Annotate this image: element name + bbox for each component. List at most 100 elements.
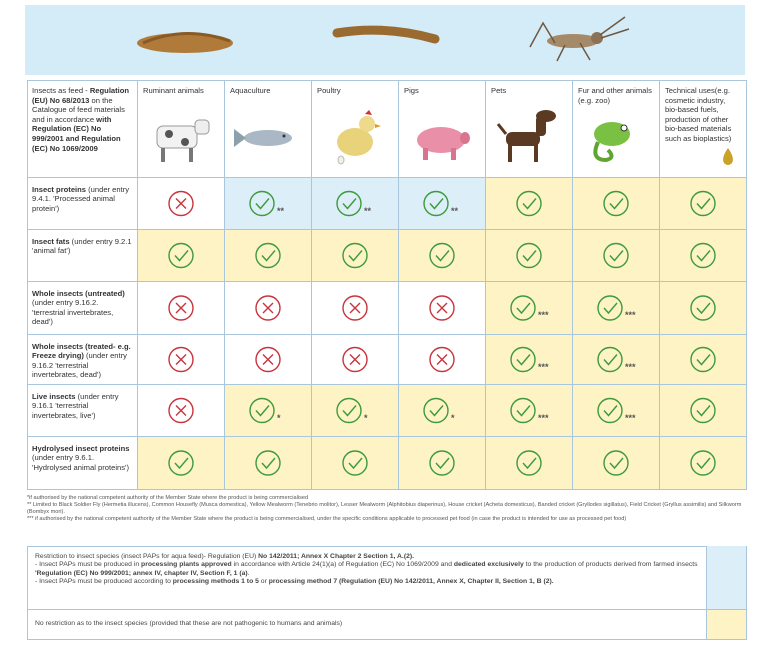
note-mark: *** bbox=[538, 310, 549, 320]
text: (under entry 9.16.2. 'terrestrial invert… bbox=[32, 298, 114, 327]
text: - Insect PAPs must be produced in bbox=[35, 561, 142, 569]
matrix-cell bbox=[138, 385, 225, 437]
matrix-cell: *** bbox=[486, 385, 573, 437]
column-header: Ruminant animals bbox=[138, 80, 225, 178]
check-icon bbox=[690, 190, 716, 217]
matrix-cell bbox=[573, 230, 660, 282]
check-icon bbox=[342, 450, 368, 476]
text: or bbox=[258, 578, 269, 586]
bold-text: Insect fats bbox=[32, 237, 70, 246]
check-icon bbox=[690, 242, 716, 269]
row-label: Insect proteins (under entry 9.4.1. 'Pro… bbox=[27, 178, 138, 230]
column-header: Poultry bbox=[312, 80, 399, 178]
row-label: Whole insects (untreated) (under entry 9… bbox=[27, 282, 138, 335]
matrix-cell bbox=[573, 178, 660, 230]
text: (under entry 9.16.1 'terrestrial inverte… bbox=[32, 392, 119, 420]
check-icon bbox=[603, 242, 629, 269]
note-mark: *** bbox=[538, 361, 549, 372]
check-icon bbox=[510, 295, 536, 321]
matrix-cell bbox=[399, 335, 486, 385]
note-mark: *** bbox=[625, 361, 636, 372]
bold-text: processing plants approved bbox=[141, 561, 232, 569]
cross-icon bbox=[342, 295, 368, 321]
text: - Insect PAPs must be produced according… bbox=[35, 578, 173, 586]
matrix-cell bbox=[225, 437, 312, 490]
check-icon bbox=[516, 450, 542, 476]
text: . bbox=[247, 569, 250, 577]
cross-icon bbox=[168, 190, 194, 217]
row-label: Live insects (under entry 9.16.1 'terres… bbox=[27, 385, 138, 437]
check-icon bbox=[423, 397, 449, 424]
note-mark: ** bbox=[451, 205, 459, 216]
footnote: ** Limited to Black Soldier Fly (Hermeti… bbox=[27, 502, 742, 515]
matrix-cell: *** bbox=[486, 335, 573, 385]
matrix-cell bbox=[486, 230, 573, 282]
bold-text: Whole insects (untreated) bbox=[32, 289, 125, 298]
bold-text: Live insects bbox=[32, 392, 76, 401]
legend-text: No restriction as to the insect species … bbox=[27, 610, 707, 640]
note-mark: * bbox=[277, 412, 281, 423]
check-icon bbox=[597, 295, 623, 321]
table-border bbox=[27, 80, 747, 490]
bold-text: processing methods 1 to 5 bbox=[172, 578, 259, 586]
check-icon bbox=[168, 450, 194, 476]
cricket-icon bbox=[529, 16, 630, 62]
check-icon bbox=[168, 242, 194, 269]
cross-icon bbox=[168, 397, 194, 424]
note-mark: *** bbox=[625, 310, 636, 320]
bold-text: Hydrolysed insect proteins bbox=[32, 444, 130, 453]
text: in accordance with Article 24(1)(a) of R… bbox=[231, 561, 454, 569]
matrix-cell bbox=[660, 437, 747, 490]
banner-bg bbox=[25, 5, 745, 75]
bold-text: Whole insects (treated- e.g. Freeze dryi… bbox=[32, 342, 131, 361]
matrix-cell bbox=[660, 178, 747, 230]
note-mark: ** bbox=[364, 205, 372, 216]
bold-text: Insect proteins bbox=[32, 185, 87, 194]
check-icon bbox=[510, 397, 536, 424]
matrix-cell bbox=[660, 385, 747, 437]
cross-icon bbox=[429, 346, 455, 373]
matrix-cell: *** bbox=[573, 282, 660, 335]
text: Insects as feed - bbox=[32, 86, 90, 95]
legend-swatch bbox=[707, 610, 747, 640]
check-icon bbox=[336, 190, 362, 217]
matrix-cell bbox=[312, 335, 399, 385]
matrix-cell bbox=[399, 437, 486, 490]
legend-paragraph: - Insect PAPs must be produced according… bbox=[35, 578, 698, 586]
banner bbox=[25, 5, 745, 75]
matrix-cell bbox=[660, 282, 747, 335]
cross-icon bbox=[255, 346, 281, 373]
matrix-cell bbox=[225, 282, 312, 335]
larva-icon bbox=[137, 32, 233, 53]
cross-icon bbox=[168, 346, 194, 373]
mealworm-icon bbox=[332, 25, 440, 44]
footnote: *if authorised by the national competent… bbox=[27, 495, 309, 501]
legend-border bbox=[27, 546, 747, 640]
check-icon bbox=[429, 242, 455, 269]
header-first-cell: Insects as feed - Regulation (EU) No 68/… bbox=[27, 80, 138, 178]
check-icon bbox=[597, 397, 623, 424]
column-header: Fur and other animals (e.g. zoo) bbox=[573, 80, 660, 178]
matrix-cell: ** bbox=[399, 178, 486, 230]
matrix-cell: * bbox=[312, 385, 399, 437]
row-label: Insect fats (under entry 9.2.1 'animal f… bbox=[27, 230, 138, 282]
footnote: *** if authorised by the national compet… bbox=[27, 516, 627, 522]
check-icon bbox=[597, 346, 623, 373]
bold-text: 'Regulation (EC) No 999/2001; annex IV, … bbox=[35, 569, 248, 577]
matrix-cell: * bbox=[399, 385, 486, 437]
matrix-cell bbox=[312, 437, 399, 490]
legend-paragraph: Restriction to insect species (insect PA… bbox=[35, 553, 698, 561]
legend-text: Restriction to insect species (insect PA… bbox=[27, 546, 707, 610]
column-header: Pigs bbox=[399, 80, 486, 178]
footnotes: *if authorised by the national competent… bbox=[27, 495, 747, 523]
cross-icon bbox=[255, 295, 281, 321]
legend-paragraph: - Insect PAPs must be produced in proces… bbox=[35, 561, 698, 578]
matrix-cell bbox=[486, 178, 573, 230]
text: (under entry 9.4.1. 'Processed animal pr… bbox=[32, 185, 130, 213]
legend-paragraph: No restriction as to the insect species … bbox=[35, 620, 698, 628]
check-icon bbox=[336, 397, 362, 424]
column-header: Pets bbox=[486, 80, 573, 178]
matrix-cell bbox=[138, 437, 225, 490]
bold-text: Regulation (EU) No 68/2013 bbox=[32, 86, 130, 105]
